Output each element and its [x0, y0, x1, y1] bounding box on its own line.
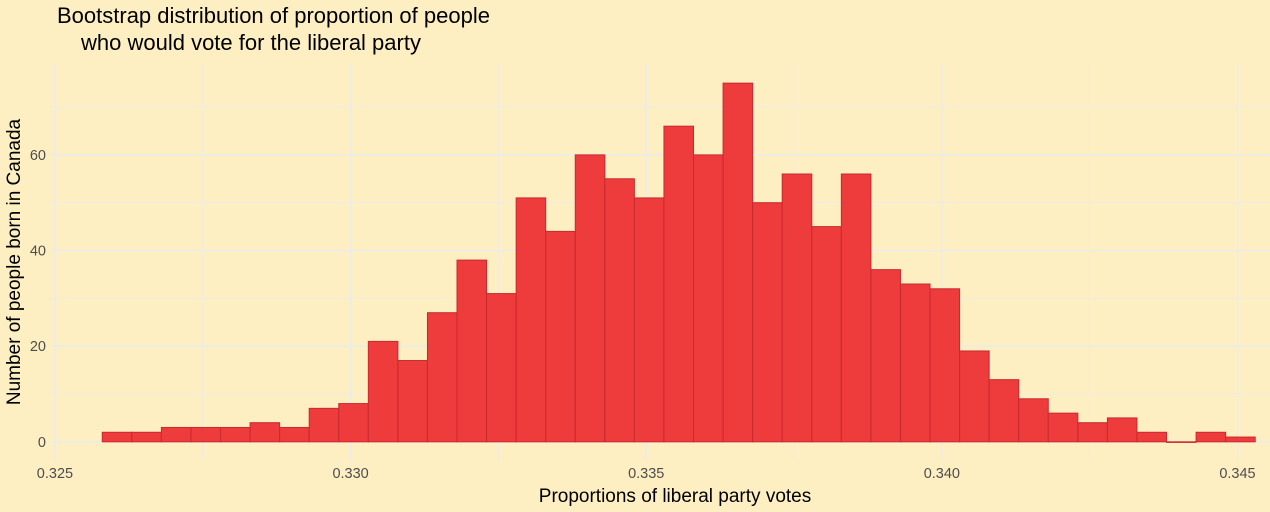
- histogram-bar: [959, 350, 990, 443]
- histogram-bar: [574, 154, 606, 443]
- histogram-bar: [663, 125, 695, 443]
- histogram-bar: [545, 230, 576, 443]
- histogram-bar: [1225, 436, 1256, 443]
- histogram-bar: [781, 173, 813, 443]
- histogram-bar: [604, 178, 635, 443]
- histogram-bar: [988, 379, 1020, 443]
- x-tick-label: 0.325: [37, 466, 73, 482]
- histogram-bar: [1018, 398, 1049, 443]
- histogram-bar: [722, 82, 754, 443]
- y-tick-label: 60: [30, 148, 46, 164]
- histogram-bar: [426, 312, 458, 443]
- histogram-bar: [929, 288, 961, 443]
- histogram-bar: [190, 426, 222, 443]
- histogram-bar: [515, 197, 547, 443]
- histogram-bar: [693, 154, 724, 443]
- histogram-bar: [1077, 422, 1108, 443]
- histogram-bar: [811, 226, 842, 443]
- histogram-bar: [279, 426, 310, 443]
- x-tick-label: 0.345: [1219, 466, 1255, 482]
- y-tick-label: 20: [30, 339, 46, 355]
- y-axis-title: Number of people born in Canada: [4, 118, 25, 405]
- y-tick-label: 40: [30, 244, 46, 260]
- y-tick-label: 0: [38, 435, 46, 451]
- x-axis-title: Proportions of liberal party votes: [539, 486, 811, 507]
- histogram-bar: [899, 283, 931, 443]
- x-tick-label: 0.335: [628, 466, 664, 482]
- histogram-bar: [220, 426, 251, 443]
- histogram-bars: [101, 82, 1256, 443]
- histogram-bar: [1047, 412, 1079, 443]
- histogram-bar: [486, 293, 517, 443]
- x-tick-label: 0.340: [924, 466, 960, 482]
- histogram-bar: [840, 173, 872, 443]
- histogram-bar: [1106, 417, 1138, 443]
- histogram-bar: [101, 431, 133, 443]
- histogram-bar: [397, 360, 428, 443]
- histogram-bar: [308, 407, 340, 443]
- histogram-bar: [338, 403, 369, 443]
- histogram-bar: [1166, 441, 1197, 443]
- histogram-bar: [456, 259, 488, 443]
- histogram-bar: [367, 340, 399, 443]
- histogram-bar: [633, 197, 665, 443]
- axis-tick-labels: 0.325 0.330 0.335 0.340 0.345 0 20 40 60: [30, 148, 1256, 482]
- chart-title-line-2: who would vote for the liberal party: [80, 30, 421, 55]
- chart-title-line-1: Bootstrap distribution of proportion of …: [57, 3, 490, 28]
- histogram-bar: [249, 422, 281, 443]
- histogram-bar: [870, 269, 901, 443]
- histogram-bar: [131, 431, 162, 443]
- histogram-bar: [752, 202, 783, 443]
- histogram-bar: [160, 426, 192, 443]
- histogram-bar: [1195, 431, 1227, 443]
- histogram-bar: [1136, 431, 1168, 443]
- x-tick-label: 0.330: [332, 466, 368, 482]
